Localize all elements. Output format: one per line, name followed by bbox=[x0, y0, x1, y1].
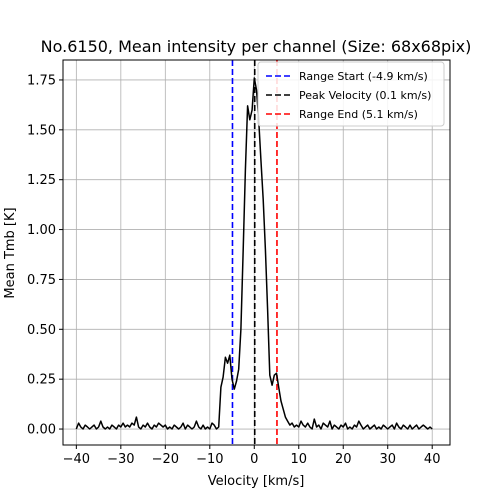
y-tick-label: 1.25 bbox=[27, 173, 56, 188]
x-tick-label: 30 bbox=[379, 452, 396, 467]
axis-ticks: −40 −30 −20 −10 0 10 20 30 40 0.00 0.25 0.50 0.75 1.0… bbox=[27, 73, 440, 467]
x-tick-label: 0 bbox=[250, 452, 258, 467]
y-tick-label: 0.00 bbox=[27, 423, 56, 438]
y-tick-label: 0.75 bbox=[27, 273, 56, 288]
x-tick-label: −30 bbox=[107, 452, 134, 467]
y-axis-label: Mean Tmb [K] bbox=[3, 207, 18, 298]
x-tick-label: 10 bbox=[290, 452, 307, 467]
x-tick-label: −20 bbox=[152, 452, 179, 467]
y-tick-label: 0.50 bbox=[27, 323, 56, 338]
chart-title: No.6150, Mean intensity per channel (Siz… bbox=[41, 37, 472, 56]
x-tick-label: 20 bbox=[335, 452, 352, 467]
y-tick-label: 1.00 bbox=[27, 223, 56, 238]
x-tick-label: −40 bbox=[63, 452, 90, 467]
y-tick-label: 1.50 bbox=[27, 123, 56, 138]
x-axis-label: Velocity [km/s] bbox=[208, 474, 305, 489]
legend-label: Peak Velocity (0.1 km/s) bbox=[299, 89, 431, 102]
y-tick-label: 0.25 bbox=[27, 373, 56, 388]
legend-label: Range End (5.1 km/s) bbox=[299, 108, 418, 121]
x-tick-label: 40 bbox=[424, 452, 441, 467]
x-tick-label: −10 bbox=[196, 452, 223, 467]
y-tick-label: 1.75 bbox=[27, 73, 56, 88]
legend: Range Start (-4.9 km/s) Peak Velocity (0.… bbox=[258, 62, 444, 126]
legend-label: Range Start (-4.9 km/s) bbox=[299, 70, 428, 83]
